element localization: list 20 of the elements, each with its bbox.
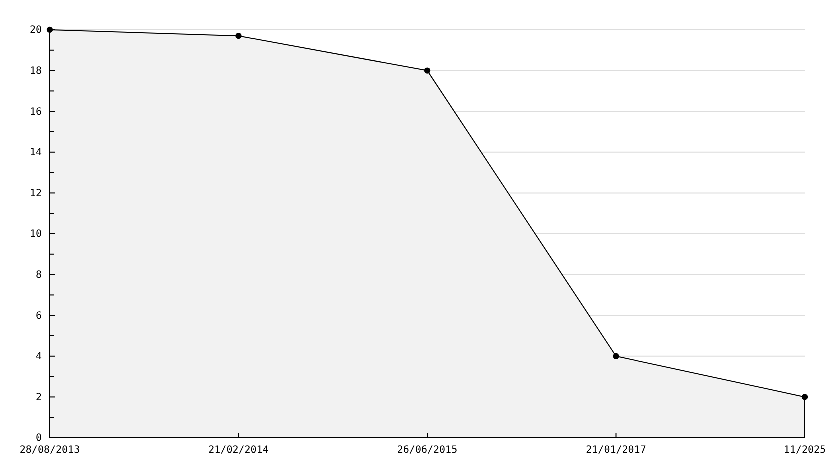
y-tick-label: 8 — [36, 270, 42, 281]
x-tick-label: 26/06/2015 — [397, 445, 458, 456]
x-tick-label: 21/01/2017 — [586, 445, 646, 456]
y-tick-label: 12 — [30, 188, 42, 200]
y-tick-label: 20 — [30, 25, 42, 36]
y-tick-label: 16 — [30, 106, 42, 118]
y-tick-label: 6 — [36, 310, 42, 322]
y-tick-label: 14 — [30, 148, 42, 159]
point — [802, 394, 808, 400]
x-tick-label: 28/08/2013 — [20, 445, 80, 456]
point — [236, 33, 242, 40]
point — [424, 68, 431, 74]
y-tick-label: 4 — [36, 352, 42, 363]
y-tick-label: 10 — [30, 229, 42, 240]
y-tick-label: 2 — [36, 392, 42, 404]
y-tick-label: 0 — [36, 433, 42, 444]
x-tick-label: 11/2025 — [784, 445, 826, 456]
y-tick-label: 18 — [30, 66, 42, 77]
point — [613, 353, 620, 360]
x-tick-label: 21/02/2014 — [208, 445, 269, 456]
